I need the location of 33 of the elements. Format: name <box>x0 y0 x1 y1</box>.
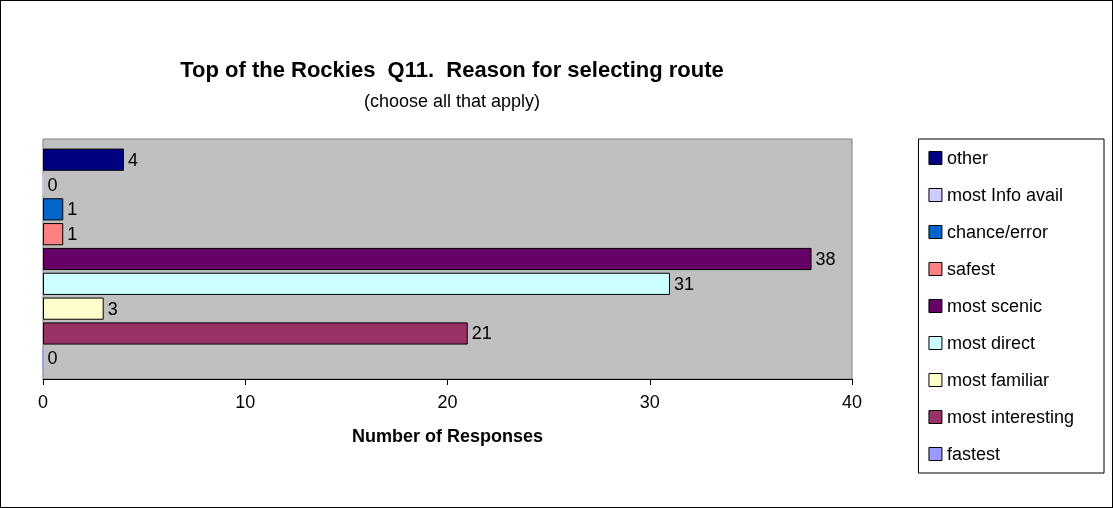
data-label: 38 <box>815 249 836 269</box>
data-label: 4 <box>127 149 138 170</box>
data-label: 1 <box>67 224 78 245</box>
data-label: 0 <box>47 174 58 195</box>
legend-label: most familiar <box>946 370 1049 390</box>
bar <box>43 297 104 320</box>
data-label: 0 <box>47 348 58 369</box>
x-tick-label: 0 <box>37 392 49 412</box>
bar <box>43 223 64 246</box>
legend-label: safest <box>946 259 995 279</box>
bar <box>43 322 468 345</box>
data-label: 31 <box>673 273 695 294</box>
data-label: 3 <box>107 298 118 319</box>
x-tick-label: 20 <box>437 392 458 412</box>
chart-title: Top of the Rockies Q11. Reason for selecting route <box>180 56 724 82</box>
legend-label: most interesting <box>946 407 1075 427</box>
bar <box>43 198 64 221</box>
x-axis-title: Number of Responses <box>351 426 544 446</box>
legend-label: most scenic <box>946 296 1042 316</box>
legend-label: other <box>946 148 988 168</box>
legend-label: chance/error <box>946 222 1049 242</box>
legend-label: most Info avail <box>946 185 1064 205</box>
x-tick-label: 30 <box>639 392 660 412</box>
chart-subtitle: (choose all that apply) <box>363 91 541 111</box>
data-label: 1 <box>67 199 78 220</box>
x-tick-label: 40 <box>841 392 863 412</box>
legend-label: fastest <box>946 444 1000 464</box>
bar <box>43 272 670 295</box>
legend-label: most direct <box>946 333 1035 353</box>
bar <box>43 247 812 271</box>
x-tick-label: 10 <box>235 392 256 412</box>
data-label: 21 <box>471 323 492 344</box>
bar <box>43 148 124 171</box>
